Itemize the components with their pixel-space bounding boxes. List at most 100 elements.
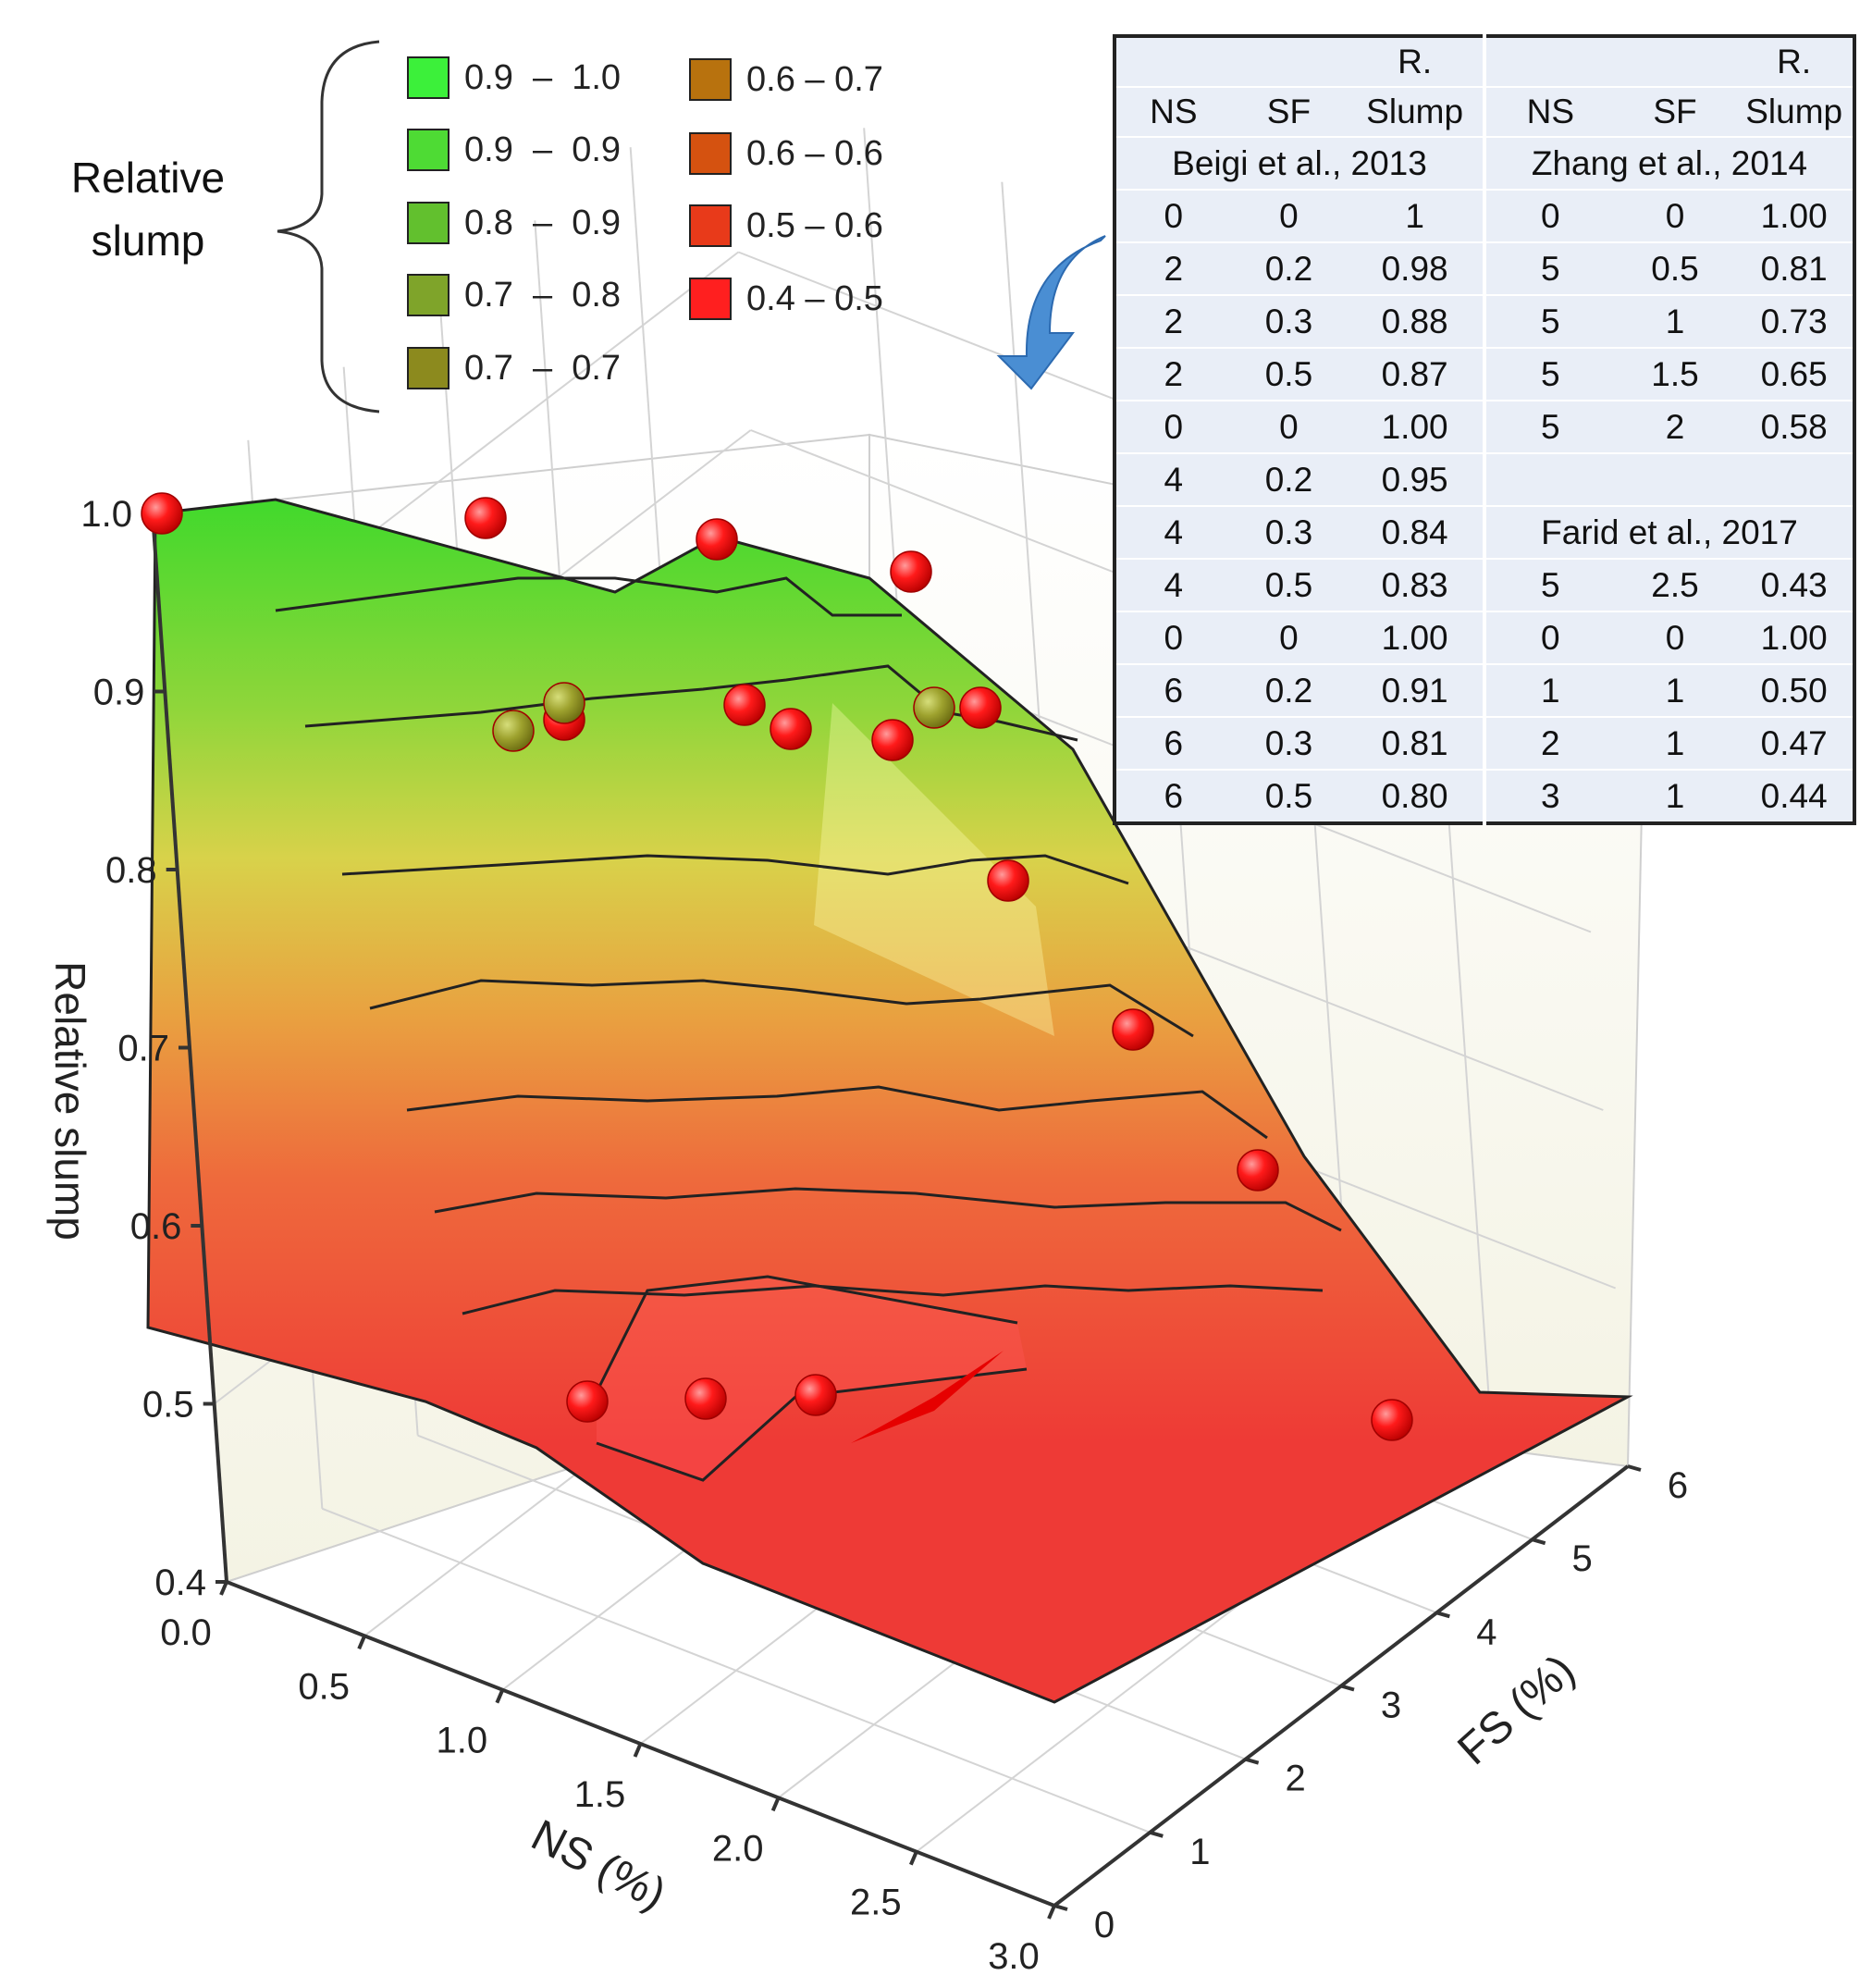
surface	[146, 498, 1633, 1704]
table-cell: 5	[1482, 295, 1615, 349]
table-cell: 4	[1115, 453, 1231, 507]
table-cell: 1.00	[1735, 190, 1854, 243]
legend-entry: 0.6 – 0.7	[689, 56, 883, 104]
table-row: 4 0.5 0.83 5 2.5 0.43	[1115, 559, 1854, 612]
table-row: 2 0.2 0.98 5 0.5 0.81	[1115, 242, 1854, 296]
table-cell: 5	[1482, 559, 1615, 612]
data-point	[492, 710, 535, 752]
table-cell: 1.5	[1614, 348, 1736, 401]
table-row: 4 0.3 0.84 Farid et al., 2017	[1115, 506, 1854, 560]
y-tick	[1245, 1757, 1260, 1765]
table-cell: 6	[1115, 664, 1231, 718]
table-cell: 0	[1230, 190, 1348, 243]
table-cell: 6	[1115, 717, 1231, 771]
legend-swatch	[407, 129, 450, 171]
x-tick	[1047, 1905, 1056, 1920]
legend-swatch	[689, 132, 732, 175]
legend-label: 0.6 – 0.6	[746, 133, 883, 173]
table-cell: 0.5	[1614, 242, 1736, 296]
legend-swatch	[407, 202, 450, 244]
table-cell: 0.2	[1230, 664, 1348, 718]
table-cell: 0.3	[1230, 506, 1348, 560]
table-cell: 0.5	[1230, 770, 1348, 824]
table-cell: 0.3	[1230, 295, 1348, 349]
y-tick	[1435, 1611, 1450, 1619]
y-tick-label: 2	[1286, 1759, 1306, 1799]
table-cell: 0.83	[1347, 559, 1484, 612]
table-row: 0 0 1.00 5 2 0.58	[1115, 401, 1854, 454]
legend-entry: 0.9 – 1.0	[407, 54, 621, 102]
table-cell: Beigi et al., 2013	[1115, 137, 1484, 191]
z-tick-label: 0.9	[93, 673, 145, 713]
legend-swatch	[689, 278, 732, 320]
legend-swatch	[407, 274, 450, 316]
data-point	[770, 708, 812, 750]
legend-entry: 0.4 – 0.5	[689, 275, 883, 323]
table-cell: 0.43	[1735, 559, 1854, 612]
legend-swatch	[689, 58, 732, 101]
y-tick-label: 1	[1189, 1832, 1210, 1872]
y-tick	[1532, 1537, 1546, 1546]
table-cell: 0	[1614, 190, 1736, 243]
legend-title: Relative slump	[70, 154, 226, 265]
table-cell: 0.5	[1230, 559, 1348, 612]
y-tick-label: 6	[1668, 1465, 1688, 1506]
table-row: 2 0.3 0.88 5 1 0.73	[1115, 295, 1854, 349]
table-cell: 2	[1482, 717, 1615, 771]
table-row: 4 0.2 0.95	[1115, 453, 1854, 507]
legend-swatch	[689, 204, 732, 247]
table-cell: 1.00	[1347, 401, 1484, 454]
table-cell: 2	[1614, 401, 1736, 454]
table-cell: 0.73	[1735, 295, 1854, 349]
x-tick	[219, 1581, 228, 1596]
legend-label: 0.9 – 0.9	[464, 130, 622, 169]
table-cell: NS	[1482, 87, 1615, 138]
table-cell: Slump	[1735, 87, 1854, 138]
z-tick-label: 0.7	[117, 1029, 169, 1069]
data-point	[794, 1374, 837, 1416]
table-cell: 2	[1115, 242, 1231, 296]
table-cell: Zhang et al., 2014	[1482, 137, 1854, 191]
z-axis-label: Relative slump	[46, 961, 94, 1241]
table-cell: 2	[1115, 348, 1231, 401]
table-cell: 3	[1482, 770, 1615, 824]
x-tick	[357, 1635, 367, 1650]
table-row: 6 0.3 0.81 2 1 0.47	[1115, 717, 1854, 771]
table-cell: 0.3	[1230, 717, 1348, 771]
table-cell: 0.2	[1230, 453, 1348, 507]
table-cell: 0.91	[1347, 664, 1484, 718]
legend-entry: 0.9 – 0.9	[407, 126, 621, 174]
x-tick-label: 0.0	[160, 1612, 212, 1653]
table-cell: 1	[1614, 295, 1736, 349]
table-cell: 1	[1482, 664, 1615, 718]
legend-entry: 0.7 – 0.7	[407, 344, 621, 392]
table-cell: 0.50	[1735, 664, 1854, 718]
table-cell: 0.81	[1347, 717, 1484, 771]
table-row: 0 0 1 0 0 1.00	[1115, 190, 1854, 243]
x-tick	[495, 1688, 505, 1704]
z-tick-label: 1.0	[80, 494, 132, 535]
legend-label: 0.4 – 0.5	[746, 278, 883, 318]
table-cell: 5	[1482, 348, 1615, 401]
table-row: NS SF Slump NS SF Slump	[1115, 87, 1854, 138]
table-cell	[1614, 453, 1736, 507]
legend-entry: 0.7 – 0.8	[407, 271, 621, 319]
data-point	[141, 492, 183, 535]
table-cell: R.	[1735, 36, 1854, 88]
legend-label: 0.5 – 0.6	[746, 205, 883, 245]
table-cell: 0.87	[1347, 348, 1484, 401]
table-cell: 0	[1482, 611, 1615, 665]
data-point	[723, 684, 766, 726]
table-row: Beigi et al., 2013 Zhang et al., 2014	[1115, 137, 1854, 191]
table-row: R. R.	[1115, 36, 1854, 88]
table-cell: 0.5	[1230, 348, 1348, 401]
table-cell: 1	[1347, 190, 1484, 243]
data-point	[913, 686, 955, 729]
table-cell: 5	[1482, 401, 1615, 454]
table-cell: 5	[1482, 242, 1615, 296]
z-tick-label: 0.4	[154, 1562, 206, 1603]
y-tick-label: 4	[1476, 1611, 1496, 1652]
table-cell	[1482, 36, 1615, 88]
z-tick-label: 0.8	[105, 850, 157, 891]
data-point	[1371, 1399, 1413, 1441]
